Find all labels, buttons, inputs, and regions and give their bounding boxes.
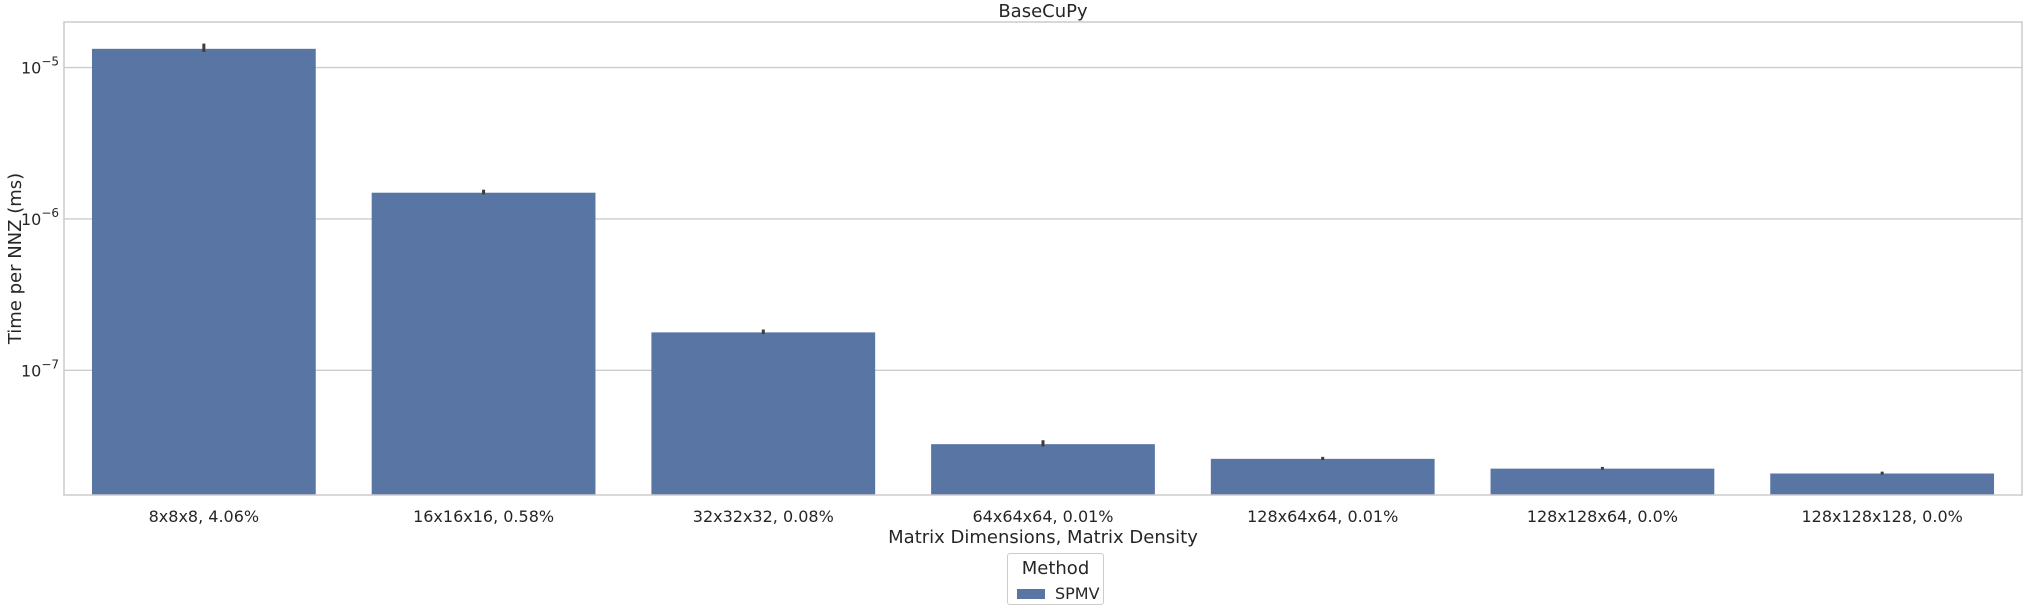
bar — [1490, 468, 1715, 495]
x-tick-label: 32x32x32, 0.08% — [693, 507, 834, 526]
legend: Method SPMV — [1007, 553, 1104, 605]
plot-frame — [63, 21, 2023, 496]
legend-item-spmv: SPMV — [1017, 584, 1100, 603]
x-tick-labels: 8x8x8, 4.06% 16x16x16, 0.58% 32x32x32, 0.0… — [149, 507, 1963, 526]
y-tick-labels: 10−7 10−6 10−5 — [21, 55, 59, 381]
x-tick-label: 128x128x64, 0.0% — [1527, 507, 1678, 526]
chart-title: BaseCuPy — [998, 1, 1088, 22]
y-tick-label: 10−7 — [21, 357, 59, 380]
x-tick-label: 64x64x64, 0.01% — [972, 507, 1113, 526]
bar — [1210, 458, 1435, 495]
legend-swatch — [1017, 588, 1045, 599]
bars-group — [91, 48, 1995, 496]
bar — [1770, 473, 1995, 495]
gridlines — [64, 66, 2022, 371]
x-axis-label: Matrix Dimensions, Matrix Density — [888, 527, 1198, 548]
y-tick-label: 10−5 — [21, 55, 59, 78]
bar — [651, 332, 876, 495]
x-tick-label: 128x64x64, 0.01% — [1247, 507, 1398, 526]
bar — [91, 48, 316, 496]
y-tick-label: 10−6 — [21, 206, 59, 229]
y-axis-label: Time per NNZ (ms) — [5, 173, 26, 345]
x-tick-label: 128x128x128, 0.0% — [1801, 507, 1962, 526]
legend-label: SPMV — [1055, 584, 1100, 603]
error-bars-group — [202, 43, 1884, 475]
legend-title: Method — [1021, 558, 1090, 579]
bar — [371, 192, 596, 495]
x-tick-label: 8x8x8, 4.06% — [149, 507, 259, 526]
x-tick-label: 16x16x16, 0.58% — [413, 507, 554, 526]
bar — [931, 444, 1155, 495]
